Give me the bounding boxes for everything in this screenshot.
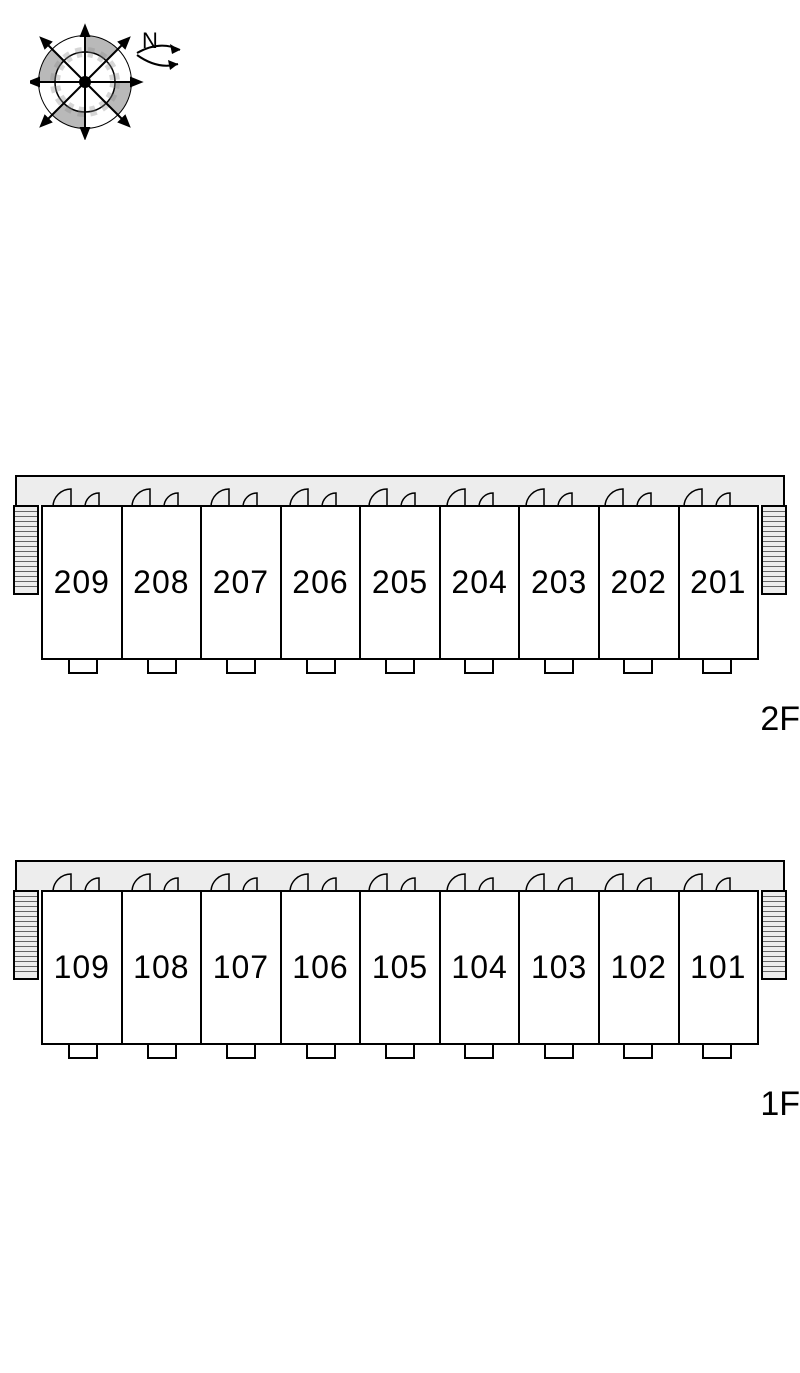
unit-cell: 109 [43, 892, 123, 1043]
unit-label: 205 [372, 564, 428, 601]
compass: N [30, 20, 190, 140]
unit-cell: 204 [441, 507, 521, 658]
balcony-icon [544, 1045, 574, 1059]
unit-label: 208 [133, 564, 189, 601]
unit-cell: 103 [520, 892, 600, 1043]
corridor [15, 475, 785, 505]
unit-label: 108 [133, 949, 189, 986]
unit-label: 204 [451, 564, 507, 601]
unit-label: 201 [690, 564, 746, 601]
stair-right-icon [761, 505, 787, 595]
balcony-icon [147, 1045, 177, 1059]
unit-label: 202 [611, 564, 667, 601]
balcony-icon [464, 660, 494, 674]
unit-cell: 105 [361, 892, 441, 1043]
unit-label: 109 [54, 949, 110, 986]
unit-label: 206 [292, 564, 348, 601]
floor-label-2f: 2F [760, 700, 800, 739]
units-row: 109 108 107 106 105 104 103 102 101 [41, 890, 759, 1045]
unit-cell: 107 [202, 892, 282, 1043]
unit-label: 103 [531, 949, 587, 986]
balcony-icon [306, 1045, 336, 1059]
stair-right-icon [761, 890, 787, 980]
balcony-icon [68, 660, 98, 674]
balcony-icon [702, 1045, 732, 1059]
balcony-icon [385, 1045, 415, 1059]
balcony-icon [544, 660, 574, 674]
unit-label: 203 [531, 564, 587, 601]
unit-label: 207 [213, 564, 269, 601]
unit-cell: 108 [123, 892, 203, 1043]
floor-plan-canvas: N [0, 0, 800, 1373]
door-swing-row [45, 481, 755, 507]
unit-label: 102 [611, 949, 667, 986]
corridor [15, 860, 785, 890]
unit-cell: 102 [600, 892, 680, 1043]
balcony-icon [226, 1045, 256, 1059]
unit-label: 105 [372, 949, 428, 986]
units-row: 209 208 207 206 205 204 203 202 201 [41, 505, 759, 660]
balcony-icon [702, 660, 732, 674]
balcony-icon [68, 1045, 98, 1059]
unit-label: 101 [690, 949, 746, 986]
unit-cell: 209 [43, 507, 123, 658]
floor-label-1f: 1F [760, 1085, 800, 1124]
unit-cell: 208 [123, 507, 203, 658]
compass-north-arrow: N [137, 28, 180, 70]
balcony-icon [306, 660, 336, 674]
balcony-row [41, 1045, 759, 1063]
balcony-icon [226, 660, 256, 674]
balcony-icon [623, 660, 653, 674]
unit-label: 106 [292, 949, 348, 986]
unit-cell: 101 [680, 892, 758, 1043]
unit-cell: 201 [680, 507, 758, 658]
floor-2f: 209 208 207 206 205 204 203 202 201 [15, 475, 785, 678]
floor-1f: 109 108 107 106 105 104 103 102 101 [15, 860, 785, 1063]
balcony-row [41, 660, 759, 678]
unit-cell: 203 [520, 507, 600, 658]
unit-cell: 106 [282, 892, 362, 1043]
balcony-icon [385, 660, 415, 674]
unit-cell: 207 [202, 507, 282, 658]
balcony-icon [464, 1045, 494, 1059]
unit-cell: 104 [441, 892, 521, 1043]
stair-left-icon [13, 505, 39, 595]
stair-left-icon [13, 890, 39, 980]
door-swing-row [45, 866, 755, 892]
unit-cell: 206 [282, 507, 362, 658]
unit-cell: 202 [600, 507, 680, 658]
balcony-icon [147, 660, 177, 674]
unit-cell: 205 [361, 507, 441, 658]
unit-label: 104 [451, 949, 507, 986]
unit-label: 209 [54, 564, 110, 601]
balcony-icon [623, 1045, 653, 1059]
unit-label: 107 [213, 949, 269, 986]
